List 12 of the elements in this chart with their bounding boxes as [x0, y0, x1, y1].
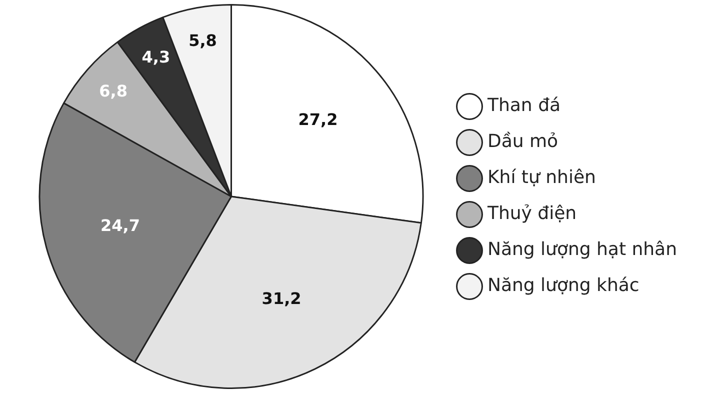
legend-label: Năng lượng khác: [488, 275, 640, 296]
data-label: 5,8: [188, 31, 217, 50]
legend-label: Than đá: [486, 95, 561, 116]
legend-label: Khí tự nhiên: [488, 167, 596, 188]
data-label: 31,2: [262, 289, 302, 308]
legend-label: Dầu mỏ: [488, 131, 558, 152]
data-label: 4,3: [142, 48, 170, 67]
data-label: 6,8: [99, 82, 128, 101]
legend-label: Năng lượng hạt nhân: [488, 239, 678, 260]
legend-label: Thuỷ điện: [486, 203, 577, 224]
data-label: 24,7: [100, 216, 140, 236]
data-label: 27,2: [298, 110, 338, 130]
